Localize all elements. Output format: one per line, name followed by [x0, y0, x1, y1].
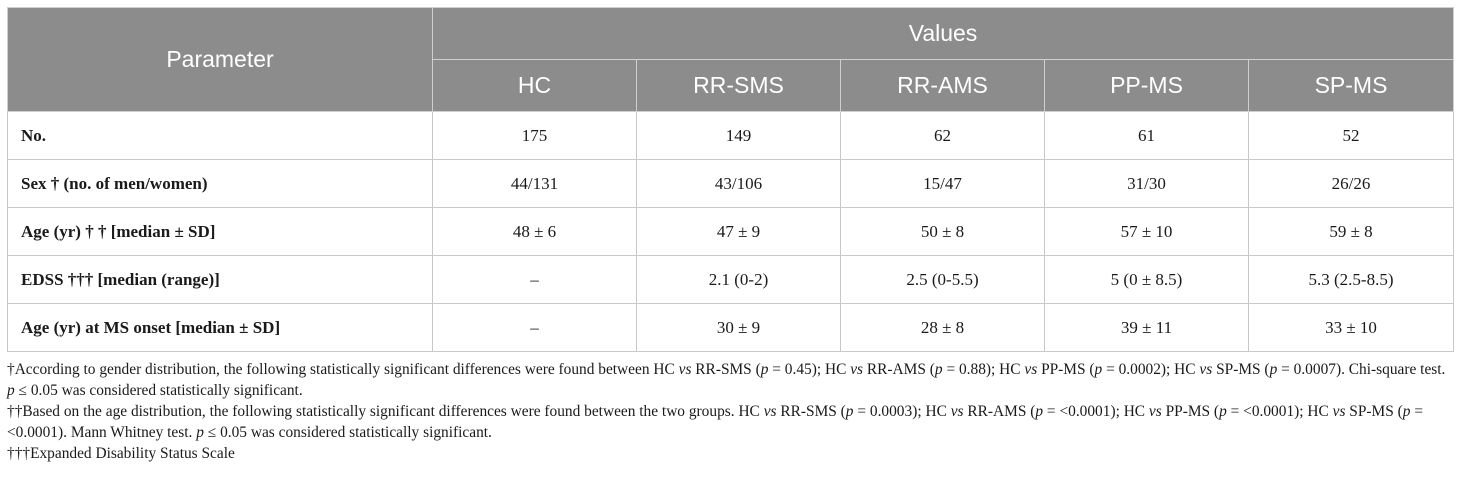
footnote-italic: p	[1219, 403, 1227, 420]
table-row: EDSS ††† [median (range)] – 2.1 (0-2) 2.…	[7, 255, 1455, 304]
table-cell: 2.5 (0-5.5)	[840, 255, 1045, 304]
footnote-text: ≤ 0.05 was considered statistically sign…	[14, 382, 303, 399]
table-cell: 59 ± 8	[1247, 207, 1455, 256]
header-values: Values	[431, 7, 1455, 60]
footnote-gender: †According to gender distribution, the f…	[7, 359, 1453, 401]
footnote-italic: vs	[1024, 361, 1038, 378]
footnote-text: = <0.0001); HC	[1226, 403, 1333, 420]
table-cell: 26/26	[1247, 159, 1455, 208]
footnote-text: RR-AMS (	[863, 361, 935, 378]
footnote-italic: p	[1035, 403, 1044, 420]
footnote-text: = 0.88); HC	[942, 361, 1025, 378]
footnote-text: RR-AMS (	[963, 403, 1036, 420]
table-row: Age (yr) † † [median ± SD] 48 ± 6 47 ± 9…	[7, 207, 1455, 256]
footnote-text: SP-MS (	[1345, 403, 1403, 420]
footnote-italic: p	[934, 361, 943, 378]
table-row: Sex † (no. of men/women) 44/131 43/106 1…	[7, 159, 1455, 208]
table-cell: 2.1 (0-2)	[636, 255, 841, 304]
header-row-top: Parameter Values	[7, 7, 1455, 112]
table-cell: 33 ± 10	[1247, 303, 1455, 352]
footnote-italic: p	[196, 424, 204, 441]
header-group-sp-ms: SP-MS	[1247, 59, 1455, 112]
table-cell: 62	[840, 111, 1045, 160]
footnote-text: RR-SMS (	[776, 403, 846, 420]
table-footnotes: †According to gender distribution, the f…	[7, 359, 1453, 464]
footnote-text: = 0.0003); HC	[853, 403, 951, 420]
footnote-italic: p	[7, 382, 15, 399]
header-group-hc: HC	[432, 59, 637, 112]
row-label: No.	[7, 111, 433, 160]
table-cell: 30 ± 9	[636, 303, 841, 352]
table-cell: 57 ± 10	[1044, 207, 1249, 256]
footnote-text: SP-MS (	[1212, 361, 1270, 378]
footnote-italic: vs	[950, 403, 964, 420]
footnote-italic: vs	[1199, 361, 1213, 378]
footnote-italic: vs	[763, 403, 777, 420]
footnote-italic: p	[1402, 403, 1411, 420]
demographics-table: Parameter Values HC RR-SMS RR-AMS PP-MS …	[7, 7, 1455, 352]
table-row: No. 175 149 62 61 52	[7, 111, 1455, 160]
header-group-rr-sms: RR-SMS	[636, 59, 841, 112]
table-cell: 44/131	[432, 159, 637, 208]
footnote-text: = <0.0001); HC	[1043, 403, 1149, 420]
row-label: Age (yr) † † [median ± SD]	[7, 207, 433, 256]
table-cell: 28 ± 8	[840, 303, 1045, 352]
header-parameter: Parameter	[7, 7, 433, 112]
footnote-text: = 0.0002); HC	[1102, 361, 1200, 378]
table-cell: –	[432, 303, 637, 352]
footnote-edss: †††Expanded Disability Status Scale	[7, 445, 235, 462]
footnote-text: RR-SMS (	[691, 361, 761, 378]
table-cell: 50 ± 8	[840, 207, 1045, 256]
table-cell: 5 (0 ± 8.5)	[1044, 255, 1249, 304]
table-cell: 31/30	[1044, 159, 1249, 208]
table-cell: 149	[636, 111, 841, 160]
footnote-text: PP-MS (	[1161, 403, 1220, 420]
footnote-text: = 0.45); HC	[768, 361, 851, 378]
table-row: Age (yr) at MS onset [median ± SD] – 30 …	[7, 303, 1455, 352]
table-cell: 43/106	[636, 159, 841, 208]
footnote-italic: p	[1094, 361, 1103, 378]
table-cell: 48 ± 6	[432, 207, 637, 256]
footnote-text: PP-MS (	[1037, 361, 1095, 378]
footnote-italic: p	[760, 361, 769, 378]
footnote-italic: p	[1269, 361, 1278, 378]
table-cell: 39 ± 11	[1044, 303, 1249, 352]
row-label: Age (yr) at MS onset [median ± SD]	[7, 303, 433, 352]
table-cell: 47 ± 9	[636, 207, 841, 256]
footnote-text: †According to gender distribution, the f…	[7, 361, 679, 378]
footnote-italic: vs	[1148, 403, 1162, 420]
footnote-text: ≤ 0.05 was considered statistically sign…	[203, 424, 492, 441]
footnote-text: ††Based on the age distribution, the fol…	[7, 403, 764, 420]
table-cell: 5.3 (2.5-8.5)	[1247, 255, 1455, 304]
footnote-age: ††Based on the age distribution, the fol…	[7, 401, 1453, 443]
footnote-italic: vs	[1332, 403, 1346, 420]
table-cell: 175	[432, 111, 637, 160]
footnote-italic: p	[845, 403, 854, 420]
header-row-groups: HC RR-SMS RR-AMS PP-MS SP-MS	[8, 59, 1455, 112]
table-cell: 52	[1247, 111, 1455, 160]
table-cell: 61	[1044, 111, 1249, 160]
header-group-rr-ams: RR-AMS	[840, 59, 1045, 112]
header-group-pp-ms: PP-MS	[1044, 59, 1249, 112]
footnote-italic: vs	[850, 361, 864, 378]
table-cell: –	[432, 255, 637, 304]
table-cell: 15/47	[840, 159, 1045, 208]
footnote-text: = 0.0007). Chi-square test.	[1277, 361, 1446, 378]
footnote-text: = <0.0001). Mann Whitney test.	[7, 403, 1423, 441]
row-label: Sex † (no. of men/women)	[7, 159, 433, 208]
footnote-italic: vs	[678, 361, 692, 378]
row-label: EDSS ††† [median (range)]	[7, 255, 433, 304]
